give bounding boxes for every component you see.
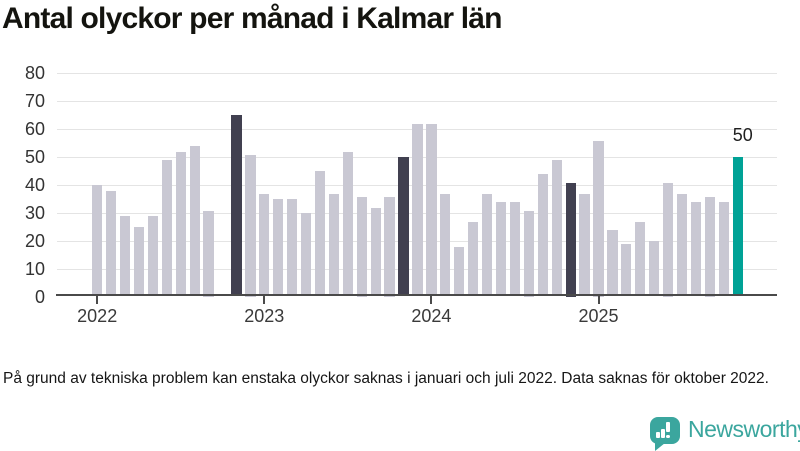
gridline-y80	[57, 73, 777, 75]
y-axis-label: 0	[34, 287, 45, 308]
bar-feb-2022	[105, 190, 117, 297]
newsworthy-wordmark: Newsworthy	[688, 416, 800, 442]
bar-dec-2023	[412, 123, 423, 297]
y-axis-label: 10	[24, 259, 45, 280]
bar-jul-2025	[676, 193, 688, 297]
y-axis-label: 40	[24, 175, 45, 196]
bar-dec-2024	[579, 193, 590, 297]
y-axis-label: 30	[24, 203, 45, 224]
bar-mar-2022	[119, 216, 131, 297]
x-axis-tick-2023	[263, 296, 266, 305]
bar-maj-2022	[147, 216, 159, 297]
bar-jun-2025	[662, 182, 674, 297]
current-bar-value-label: 50	[732, 125, 753, 146]
newsworthy-chart-bubble-icon	[650, 417, 680, 451]
bar-maj-2025	[649, 241, 660, 297]
bar-dec-2022	[245, 154, 256, 297]
bar-apr-2025	[635, 221, 646, 297]
bar-sep-2024	[537, 174, 548, 297]
bar-nov-2022	[231, 115, 242, 297]
bar-jan-2023	[259, 193, 270, 297]
bar-sep-2025	[704, 196, 716, 297]
x-axis-tick-2024	[430, 296, 433, 305]
bar-mar-2025	[621, 244, 632, 297]
bar-nov-2023	[398, 157, 409, 297]
bar-chart: 0 10 20 30 40 50 60 70 80 50 2022 2023 2024 2025	[24, 63, 777, 327]
y-axis-label: 60	[24, 119, 45, 140]
bar-jan-2025	[593, 140, 604, 297]
bar-feb-2023	[273, 199, 284, 297]
bar-maj-2023	[314, 171, 326, 297]
bar-sep-2022	[203, 210, 214, 297]
bar-okt-2023	[384, 196, 395, 297]
bar-aug-2022	[189, 146, 200, 297]
bar-sep-2023	[370, 207, 381, 297]
bar-nov-2024	[565, 182, 576, 297]
y-axis-label: 70	[24, 91, 45, 112]
chart-title: Antal olyckor per månad i Kalmar län	[2, 2, 503, 35]
bar-mar-2023	[287, 199, 298, 297]
x-axis-tick-2022	[96, 296, 99, 305]
bar-nov-2025	[732, 157, 743, 297]
bar-apr-2022	[133, 227, 145, 297]
bar-okt-2024	[551, 160, 562, 297]
bar-jun-2024	[495, 202, 507, 297]
bar-jun-2023	[328, 193, 340, 297]
y-axis-label: 50	[24, 147, 45, 168]
gridline-y70	[57, 101, 777, 103]
bar-jul-2022	[175, 151, 186, 297]
bar-jan-2022	[92, 185, 103, 297]
bar-aug-2024	[523, 210, 535, 297]
bar-feb-2025	[607, 230, 618, 297]
y-axis-label: 80	[24, 63, 45, 84]
y-axis-label: 20	[24, 231, 45, 252]
bar-maj-2024	[481, 193, 493, 297]
bar-aug-2023	[356, 196, 367, 297]
x-axis-label-2025: 2025	[578, 306, 619, 327]
footnote-text: På grund av tekniska problem kan enstaka…	[3, 370, 769, 387]
bar-mar-2024	[454, 246, 465, 297]
bar-aug-2025	[690, 202, 702, 297]
bar-okt-2025	[718, 202, 729, 297]
x-axis-tick-2025	[597, 296, 600, 305]
bar-jun-2022	[161, 160, 172, 297]
bar-apr-2024	[468, 221, 479, 297]
bar-jul-2024	[509, 202, 521, 297]
bar-feb-2024	[440, 193, 451, 297]
bar-jan-2024	[426, 123, 437, 297]
x-axis-label-2023: 2023	[244, 306, 285, 327]
bar-jul-2023	[342, 151, 354, 297]
x-axis-line	[56, 293, 777, 297]
bar-apr-2023	[300, 213, 312, 297]
x-axis-label-2022: 2022	[77, 306, 118, 327]
x-axis-label-2024: 2024	[411, 306, 452, 327]
